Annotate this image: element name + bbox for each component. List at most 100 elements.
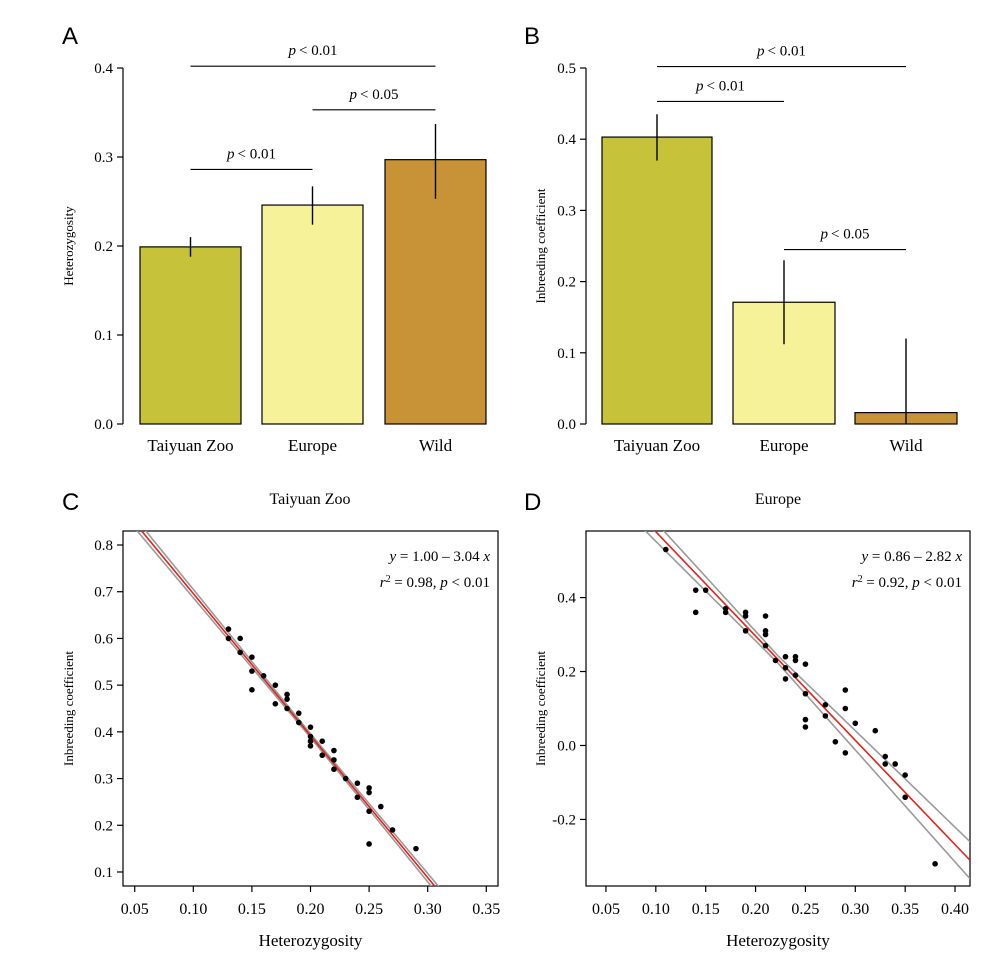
y-tick-label: 0.4 xyxy=(557,132,576,148)
y-tick-label: 0.4 xyxy=(94,725,113,741)
data-point xyxy=(932,861,938,867)
data-point xyxy=(366,808,372,814)
data-point xyxy=(703,587,709,593)
data-point xyxy=(378,804,384,810)
y-tick-label: 0.2 xyxy=(557,665,576,681)
bar xyxy=(140,247,241,424)
data-point xyxy=(343,776,349,782)
x-tick-label: 0.10 xyxy=(642,901,670,918)
significance-label: p < 0.01 xyxy=(695,78,745,94)
data-point xyxy=(249,654,255,660)
data-point xyxy=(226,636,232,642)
data-point xyxy=(296,710,302,716)
data-point xyxy=(783,676,789,682)
y-axis-label: Inbreeding coefficient xyxy=(533,651,548,766)
y-tick-label: -0.2 xyxy=(552,812,576,828)
category-label: Europe xyxy=(288,436,337,455)
y-tick-label: 0.4 xyxy=(94,61,113,77)
y-tick-label: 0.7 xyxy=(94,585,113,601)
data-point xyxy=(882,761,888,767)
data-point xyxy=(763,613,769,619)
y-axis-label: Heterozygosity xyxy=(61,206,76,286)
significance-label: p < 0.05 xyxy=(820,227,870,243)
data-point xyxy=(413,846,419,852)
data-point xyxy=(743,613,749,619)
data-point xyxy=(803,717,809,723)
regression-lines xyxy=(586,446,970,879)
data-point xyxy=(852,720,858,726)
significance-label: p < 0.01 xyxy=(288,43,338,59)
data-point xyxy=(319,752,325,758)
y-tick-label: 0.0 xyxy=(557,738,576,754)
data-point xyxy=(783,665,789,671)
data-point xyxy=(892,761,898,767)
category-label: Wild xyxy=(419,436,453,455)
significance-label: p < 0.01 xyxy=(226,146,276,162)
data-point xyxy=(773,658,779,664)
data-point xyxy=(308,743,314,749)
data-point xyxy=(331,757,337,763)
data-point xyxy=(803,691,809,697)
data-point xyxy=(296,720,302,726)
bar-chart-inbreeding: 0.00.10.20.30.40.5Inbreeding coefficient… xyxy=(533,44,957,455)
data-point xyxy=(843,687,849,693)
data-point xyxy=(390,827,396,833)
p-value: < 0.01 xyxy=(765,44,806,60)
category-label: Europe xyxy=(759,436,808,455)
y-tick-label: 0.0 xyxy=(557,417,576,433)
confidence-band-lower xyxy=(586,472,970,879)
x-tick-label: 0.35 xyxy=(472,901,500,918)
y-tick-label: 0.2 xyxy=(557,275,576,291)
bar xyxy=(602,137,712,424)
x-tick-label: 0.25 xyxy=(791,901,819,918)
regression-equation: y = 1.00 – 3.04 x xyxy=(387,549,490,565)
y-tick-label: 0.8 xyxy=(94,538,113,554)
data-point xyxy=(902,794,908,800)
data-point xyxy=(793,658,799,664)
plot-title: Taiyuan Zoo xyxy=(269,491,350,508)
data-point xyxy=(249,687,255,693)
p-value: < 0.01 xyxy=(920,575,962,591)
panel-label-d: D xyxy=(524,489,541,516)
eq-body: = 0.86 – 2.82 xyxy=(868,549,955,565)
data-point xyxy=(249,668,255,674)
data-point xyxy=(366,841,372,847)
data-point xyxy=(823,713,829,719)
x-tick-label: 0.40 xyxy=(941,901,969,918)
x-tick-label: 0.25 xyxy=(355,901,383,918)
data-point xyxy=(693,587,699,593)
significance-label: p < 0.01 xyxy=(756,44,806,60)
bar xyxy=(262,205,363,424)
significance-label: p < 0.05 xyxy=(349,87,399,103)
y-tick-label: 0.4 xyxy=(557,591,576,607)
data-point xyxy=(663,547,669,553)
y-tick-label: 0.5 xyxy=(557,61,576,77)
x-tick-label: 0.20 xyxy=(742,901,770,918)
p-value: < 0.01 xyxy=(235,146,276,162)
y-tick-label: 0.5 xyxy=(94,678,113,694)
x-axis-label: Heterozygosity xyxy=(726,931,830,950)
data-point xyxy=(902,772,908,778)
eq-y: y xyxy=(859,549,868,565)
y-tick-label: 0.6 xyxy=(94,631,113,647)
panel-label-b: B xyxy=(524,23,540,50)
regression-equation: y = 0.86 – 2.82 x xyxy=(859,549,962,565)
data-point xyxy=(803,661,809,667)
data-point xyxy=(284,696,290,702)
eq-body: = 1.00 – 3.04 xyxy=(396,549,483,565)
data-point xyxy=(319,738,325,744)
eq-x: x xyxy=(482,549,490,565)
y-axis-label: Inbreeding coefficient xyxy=(61,651,76,766)
y-tick-label: 0.1 xyxy=(94,865,113,881)
category-label: Taiyuan Zoo xyxy=(147,436,233,455)
data-point xyxy=(843,706,849,712)
y-tick-label: 0.3 xyxy=(94,772,113,788)
x-tick-label: 0.05 xyxy=(121,901,149,918)
regression-stats: r2 = 0.92, p < 0.01 xyxy=(852,574,962,592)
x-tick-label: 0.35 xyxy=(891,901,919,918)
data-point xyxy=(355,780,361,786)
data-point xyxy=(366,790,372,796)
data-point xyxy=(823,702,829,708)
data-point xyxy=(872,728,878,734)
r-squared-value: = 0.92, xyxy=(863,575,913,591)
